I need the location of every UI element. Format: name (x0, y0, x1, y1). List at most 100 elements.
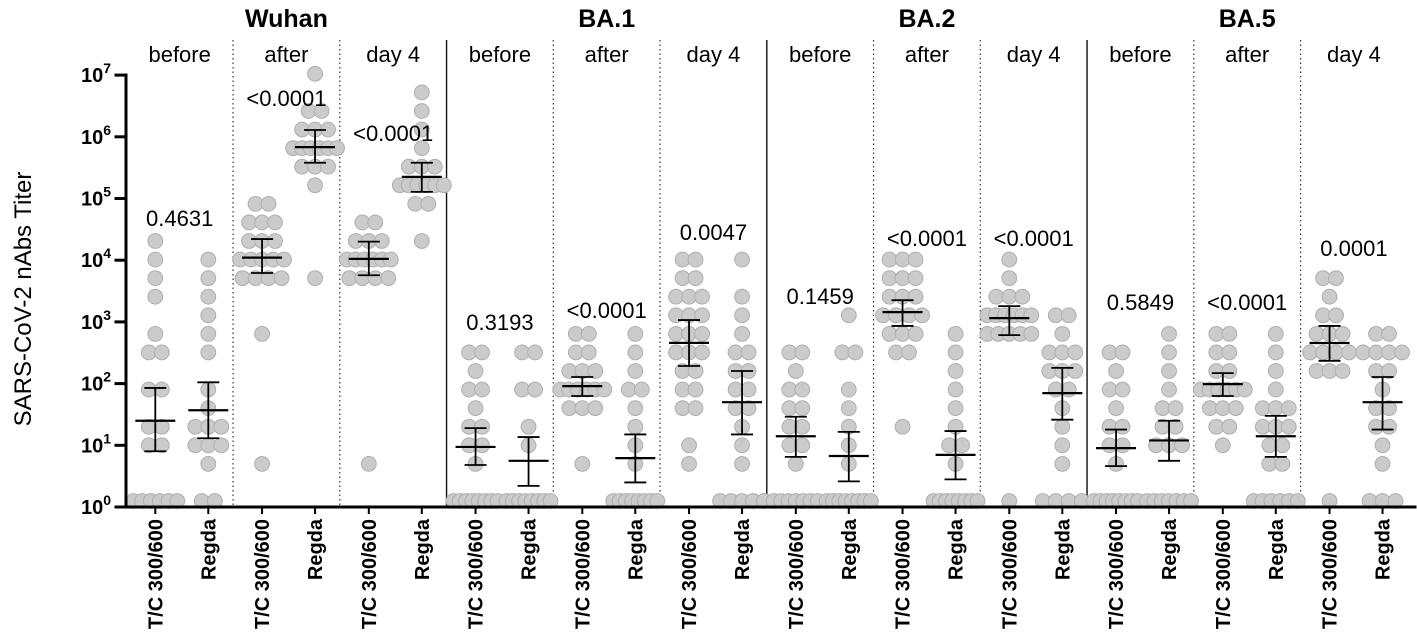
data-point (1161, 363, 1177, 379)
data-point (694, 325, 710, 342)
p-value-label: <0.0001 (246, 86, 326, 111)
data-point (734, 325, 750, 342)
data-point (307, 65, 323, 82)
data-point (1161, 381, 1177, 398)
chart-labels: 100101102103104105106107Wuhanbefore0.463… (81, 5, 1395, 629)
data-point (200, 288, 217, 305)
group-label: Regda (1373, 518, 1395, 580)
data-point (907, 325, 924, 342)
data-point (1274, 455, 1291, 472)
data-point (734, 307, 750, 324)
data-point (1374, 455, 1391, 472)
data-point (1394, 344, 1410, 361)
y-tick-base: 10 (81, 65, 103, 87)
data-point (413, 233, 430, 249)
data-point (474, 344, 490, 361)
data-point (153, 344, 170, 361)
data-point (687, 400, 704, 417)
timepoint-label: day 4 (1327, 42, 1381, 67)
data-point (787, 363, 804, 379)
y-tick-label: 100 (81, 492, 111, 519)
data-point (840, 381, 857, 398)
data-point (1334, 363, 1351, 379)
timepoint-label: day 4 (687, 42, 741, 67)
data-point (1381, 418, 1397, 435)
group-label: T/C 300/600 (999, 519, 1021, 629)
data-point (734, 288, 750, 305)
y-tick-base: 10 (81, 250, 103, 272)
data-point (413, 140, 430, 157)
data-point (413, 84, 430, 101)
group-label: Regda (946, 518, 968, 580)
data-point (734, 437, 750, 454)
data-point (1328, 307, 1344, 324)
group-label: T/C 300/600 (786, 519, 808, 629)
data-point (847, 344, 864, 361)
timepoint-label: before (789, 42, 851, 67)
data-point (587, 400, 604, 417)
data-point (794, 344, 811, 361)
data-point (313, 103, 330, 119)
y-tick-label: 103 (81, 307, 111, 334)
data-point (1280, 418, 1297, 435)
data-point (147, 325, 164, 342)
y-tick-label: 107 (81, 60, 111, 87)
y-tick-label: 102 (81, 369, 111, 396)
data-point (307, 177, 323, 194)
data-point (1341, 344, 1357, 361)
data-point (1274, 437, 1291, 454)
data-point (1381, 363, 1397, 379)
data-point (947, 363, 964, 379)
data-point (147, 251, 164, 268)
data-point (1114, 381, 1131, 398)
data-point (740, 381, 757, 398)
data-point (580, 325, 597, 342)
data-point (260, 195, 277, 212)
y-axis-label: SARS-CoV-2 nAbs Titer (10, 172, 37, 427)
data-point (1334, 325, 1351, 342)
data-point (360, 455, 377, 472)
group-label: T/C 300/600 (893, 519, 915, 629)
data-point (901, 344, 917, 361)
data-point (580, 344, 597, 361)
data-point (1023, 325, 1040, 342)
data-point (794, 418, 811, 435)
data-point (627, 400, 644, 417)
data-point (213, 437, 230, 454)
data-point (200, 307, 217, 324)
p-value-label: <0.0001 (353, 121, 433, 146)
timepoint-label: after (905, 42, 949, 67)
data-point (734, 455, 750, 472)
data-point (1221, 344, 1238, 361)
data-point (1267, 381, 1284, 398)
data-point (794, 381, 811, 398)
data-point (147, 288, 164, 305)
group-label: T/C 300/600 (1213, 519, 1235, 629)
group-label: Regda (839, 518, 861, 580)
timepoint-label: before (1109, 42, 1171, 67)
p-value-label: <0.0001 (1207, 290, 1287, 315)
data-point (213, 418, 230, 435)
data-point (907, 251, 924, 268)
timepoint-label: before (469, 42, 531, 67)
y-tick-exponent: 1 (103, 430, 111, 446)
y-tick-base: 10 (81, 374, 103, 396)
data-point (633, 381, 650, 398)
data-point (1067, 363, 1084, 379)
data-point (276, 251, 292, 268)
data-point (147, 270, 164, 287)
data-point (794, 437, 811, 454)
data-point (200, 251, 217, 268)
timepoint-label: day 4 (366, 42, 420, 67)
data-point (914, 307, 930, 324)
data-point (474, 437, 490, 454)
data-point (1054, 437, 1071, 454)
data-point (474, 418, 490, 435)
data-point (1267, 325, 1284, 342)
data-point (894, 418, 911, 435)
mean-and-error-bars (135, 129, 1403, 487)
data-point (520, 418, 537, 435)
data-point (681, 437, 697, 454)
data-point (694, 344, 710, 361)
